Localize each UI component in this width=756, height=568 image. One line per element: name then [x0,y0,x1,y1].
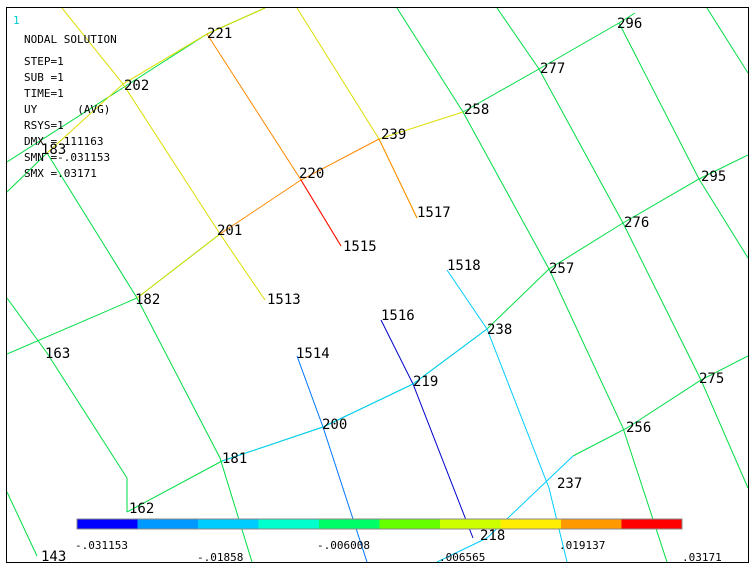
node-label: 296 [617,16,642,32]
mesh-edge [7,233,221,355]
legend-swatch [561,519,622,529]
contour-legend: -.031153 -.006008 .019137 -.01858 .006565 .03… [75,518,722,562]
mesh-edge [300,179,342,247]
mesh-edge [7,152,48,193]
graphics-window[interactable]: 1 [6,7,749,563]
mesh-edge [7,491,38,557]
legend-label: .006565 [439,551,485,562]
node-label: 162 [129,501,154,517]
node-label: 182 [135,292,160,308]
item-row: UY (AVG) [24,102,117,118]
legend-label: -.01858 [197,551,243,562]
mesh-edge [221,328,488,462]
mesh-edge [572,355,748,457]
node-label: 1514 [296,346,330,362]
time: TIME=1 [24,87,64,100]
window-number: 1 [13,14,20,27]
node-label: 200 [322,417,347,433]
legend-swatch [621,519,682,529]
node-label: 218 [480,528,505,544]
node-label: 257 [549,261,574,277]
legend-swatch [137,519,198,529]
mesh-edge [46,8,266,154]
node-label: 256 [626,420,651,436]
node-label: 275 [699,371,724,387]
rsys: RSYS=1 [24,119,64,132]
node-label: 1516 [381,308,415,324]
node-label: 1518 [447,258,481,274]
mesh-edge [436,537,488,562]
mesh-edge [206,33,342,247]
node-label: 277 [540,61,565,77]
legend-swatch [77,519,138,529]
mesh-edge [380,319,474,539]
node-label: 201 [217,223,242,239]
mesh-edge [219,138,380,235]
node-label: 238 [487,322,512,338]
legend-swatch [319,519,380,529]
mesh-edge [618,22,748,259]
smx: SMX =.03171 [24,167,97,180]
node-label: 1515 [343,239,377,255]
avg: (AVG) [77,103,111,116]
node-label: 221 [207,26,232,42]
mesh-edge [61,8,266,301]
legend-label: -.006008 [317,539,370,552]
node-label: 239 [381,127,406,143]
mesh-edge [378,138,418,219]
node-label: 143 [41,549,66,562]
legend-border [76,518,683,530]
mesh-edge [296,355,368,562]
node-label: 258 [464,102,489,118]
node-label: 1517 [417,205,451,221]
node-label: 220 [299,166,324,182]
mesh-edge [296,8,418,219]
node-label: 1513 [267,292,301,308]
node-label: 183 [41,142,66,158]
legend-swatch [258,519,319,529]
mesh-plot[interactable]: 221 202 183 239 220 201 182 163 1517 1515 1513 1518… [7,8,748,562]
mesh-edge [496,8,748,489]
legend-swatch [198,519,259,529]
solution-info: NODAL SOLUTION STEP=1 SUB =1 TIME=1 UY (A… [24,32,117,182]
legend-swatch [500,519,561,529]
node-label: 181 [222,451,247,467]
node-label: 163 [45,346,70,362]
legend-swatch [379,519,440,529]
node-labels: 221 202 183 239 220 201 182 163 1517 1515 1513 1518… [41,16,726,562]
smn: SMN =-.031153 [24,151,111,164]
node-label: 276 [624,215,649,231]
mesh-edge [136,233,221,299]
node-label: 295 [701,169,726,185]
mesh-edge [46,152,253,562]
title: NODAL SOLUTION [24,33,117,46]
step: STEP=1 [24,55,64,68]
legend-label: .019137 [559,539,605,552]
dmx: DMX =.111163 [24,135,104,148]
mesh-edge [462,12,636,113]
mesh-edge [378,111,464,140]
node-label: 237 [557,476,582,492]
item: UY [24,103,38,116]
mesh-edge [396,8,668,562]
legend-swatch [440,519,501,529]
legend-label: .03171 [682,551,722,562]
node-label: 202 [124,78,149,94]
node-label: 219 [413,374,438,390]
mesh-lines [7,8,748,562]
mesh-edge [7,297,128,512]
legend-label: -.031153 [75,539,128,552]
mesh-edge [706,8,748,74]
sub: SUB =1 [24,71,64,84]
